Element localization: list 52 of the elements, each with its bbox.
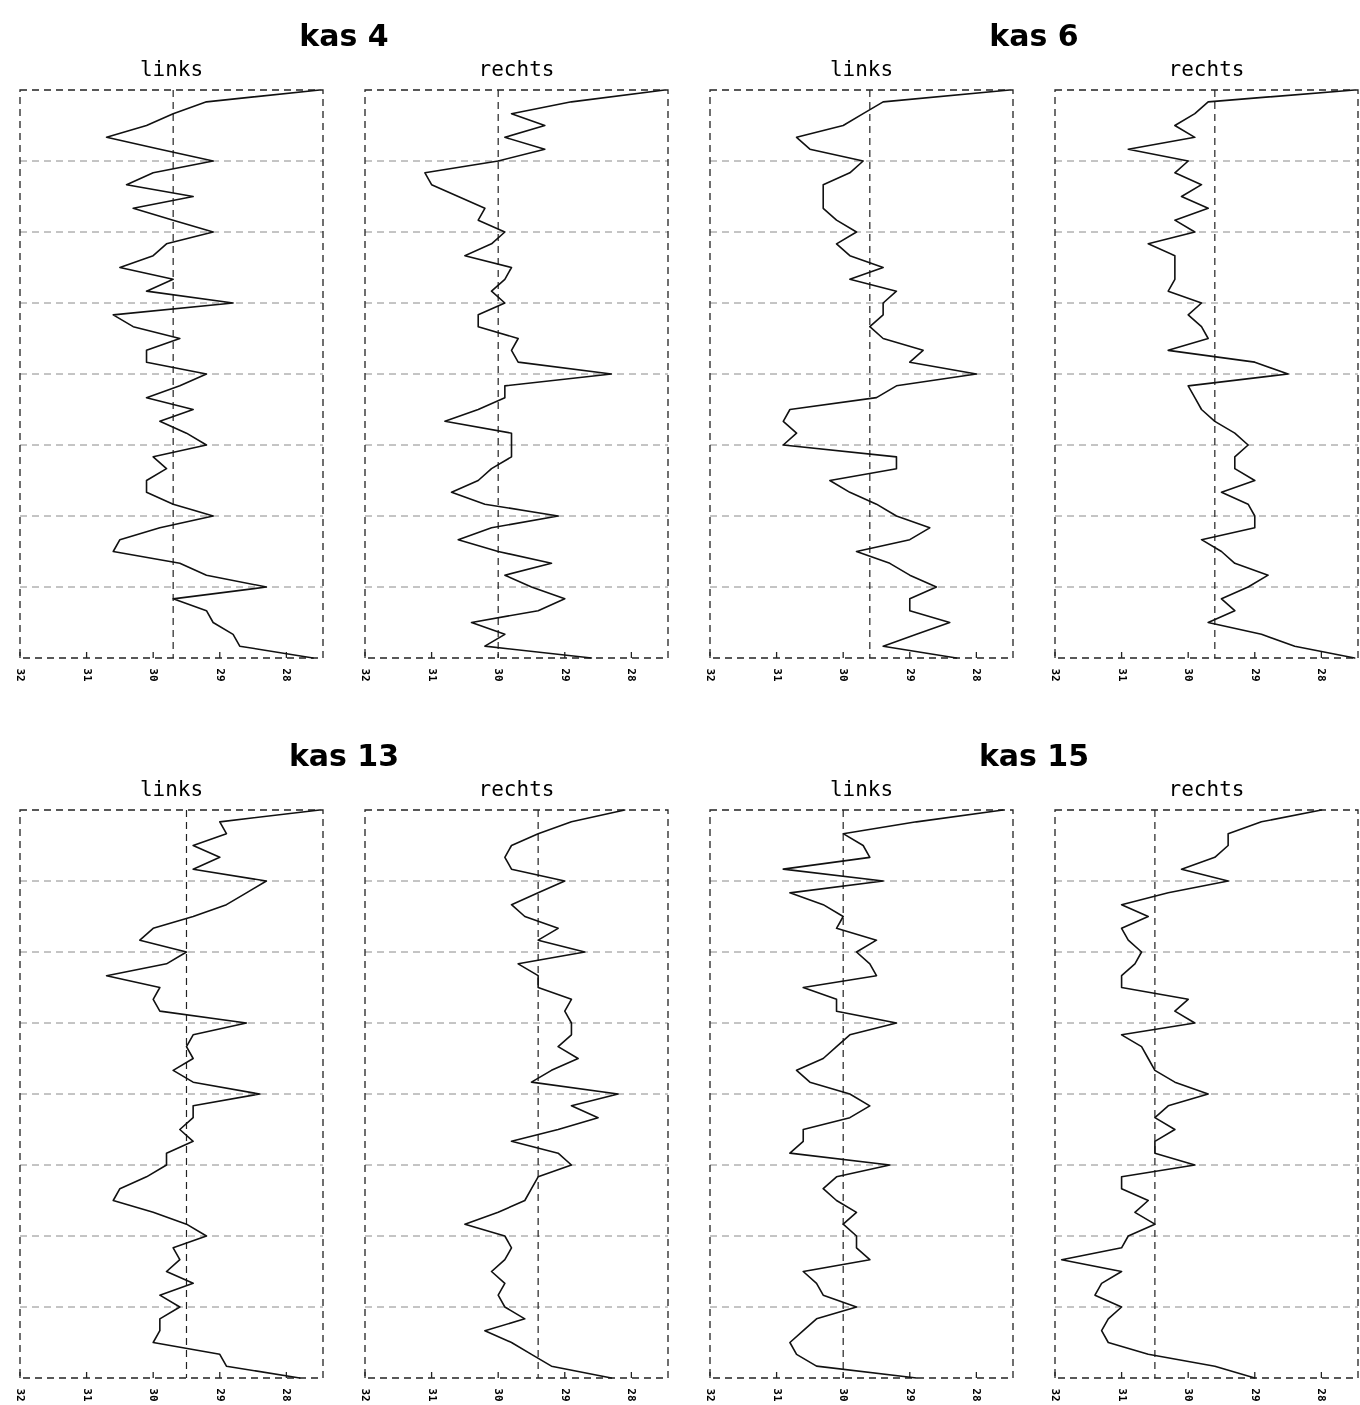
x-tick-label: 28	[1315, 1388, 1329, 1402]
x-tick-label: 32	[704, 1388, 717, 1402]
x-tick-label: 32	[1049, 1388, 1062, 1402]
x-tick-label: 30	[492, 668, 506, 682]
x-tick-label: 28	[280, 1388, 294, 1402]
chart-subtitle: links	[829, 777, 894, 801]
x-tick-label: 30	[147, 668, 161, 682]
x-tick-label: 28	[1315, 668, 1329, 682]
x-tick-label: 29	[213, 1388, 227, 1402]
chart-title: kas 15	[978, 738, 1090, 773]
x-tick-label: 32	[14, 1388, 27, 1402]
x-tick-label: 28	[625, 1388, 639, 1402]
chart-subtitle: rechts	[1168, 777, 1245, 801]
chart-title: kas 13	[288, 738, 400, 773]
x-tick-label: 31	[425, 668, 439, 682]
x-tick-label: 31	[425, 1388, 439, 1402]
x-tick-label: 30	[147, 1388, 161, 1402]
x-tick-label: 29	[558, 1388, 572, 1402]
x-tick-label: 31	[770, 1388, 784, 1402]
chart-subtitle: rechts	[478, 57, 555, 81]
chart-subtitle: rechts	[1168, 57, 1245, 81]
x-tick-label: 29	[1248, 1388, 1262, 1402]
chart-title: kas 4	[299, 18, 389, 53]
chart-subtitle: rechts	[478, 777, 555, 801]
x-tick-label: 28	[970, 668, 984, 682]
x-tick-label: 31	[770, 668, 784, 682]
x-tick-label: 29	[903, 1388, 917, 1402]
x-tick-label: 28	[970, 1388, 984, 1402]
x-tick-label: 29	[213, 668, 227, 682]
chart-subtitle: links	[139, 777, 204, 801]
chart-title: kas 6	[989, 18, 1079, 53]
x-tick-label: 32	[704, 668, 717, 682]
x-tick-label: 30	[1182, 668, 1196, 682]
x-tick-label: 31	[80, 1388, 94, 1402]
x-tick-label: 30	[1182, 1388, 1196, 1402]
x-tick-label: 30	[492, 1388, 506, 1402]
x-tick-label: 28	[625, 668, 639, 682]
x-tick-label: 30	[837, 668, 851, 682]
x-tick-label: 32	[14, 668, 27, 682]
x-tick-label: 29	[903, 668, 917, 682]
chart-subtitle: links	[829, 57, 894, 81]
x-tick-label: 32	[1049, 668, 1062, 682]
x-tick-label: 32	[359, 1388, 372, 1402]
chart-subtitle: links	[139, 57, 204, 81]
x-tick-label: 32	[359, 668, 372, 682]
x-tick-label: 31	[80, 668, 94, 682]
x-tick-label: 29	[558, 668, 572, 682]
x-tick-label: 30	[837, 1388, 851, 1402]
x-tick-label: 31	[1115, 668, 1129, 682]
x-tick-label: 31	[1115, 1388, 1129, 1402]
x-tick-label: 28	[280, 668, 294, 682]
x-tick-label: 29	[1248, 668, 1262, 682]
